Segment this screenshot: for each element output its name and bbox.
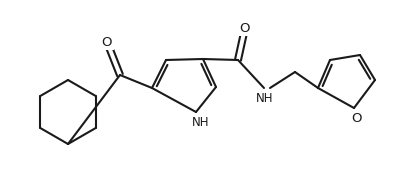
Text: NH: NH: [192, 116, 210, 128]
Text: O: O: [240, 22, 250, 35]
Text: NH: NH: [256, 91, 274, 105]
Text: O: O: [351, 112, 361, 125]
Text: O: O: [102, 36, 112, 49]
